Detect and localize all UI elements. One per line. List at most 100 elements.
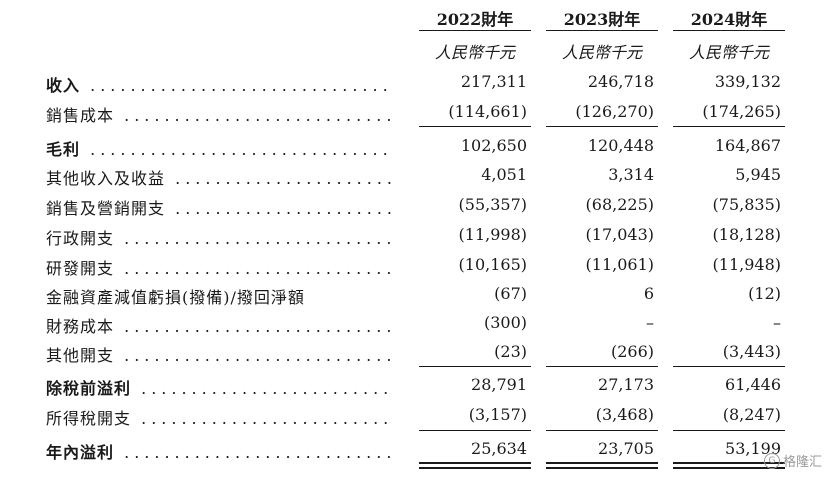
leader-dots: ....................................... — [90, 76, 391, 95]
table-row: 除稅前溢利 ..................................… — [0, 375, 830, 401]
value-2022: 28,791 — [471, 375, 527, 394]
table-row: 研發開支 ...................................… — [0, 255, 830, 281]
value-2024: 339,132 — [714, 72, 781, 91]
column-header-2023: 2023財年 — [563, 10, 641, 29]
total-double-rule — [673, 467, 785, 469]
row-label: 銷售及營銷開支 — [46, 199, 166, 218]
value-2023: (126,270) — [575, 102, 654, 121]
value-2023: (11,061) — [585, 255, 654, 274]
value-2023: (266) — [610, 342, 654, 361]
leader-dots: ....................................... — [175, 169, 391, 188]
leader-dots: ....................................... — [124, 346, 391, 365]
value-2022: (114,661) — [448, 102, 527, 121]
value-2023: 27,173 — [598, 375, 654, 394]
row-label: 所得稅開支 — [46, 409, 132, 428]
value-2024: 164,867 — [714, 136, 781, 155]
table-row: 銷售成本 ...................................… — [0, 102, 830, 128]
column-unit-2023: 人民幣千元 — [561, 43, 642, 62]
value-2024: 61,446 — [725, 375, 781, 394]
table-row: 所得稅開支 ..................................… — [0, 405, 830, 431]
subtotal-rule — [546, 430, 658, 431]
total-double-rule — [546, 467, 658, 469]
value-2023: 120,448 — [587, 136, 654, 155]
leader-dots: ....................................... — [141, 409, 391, 428]
table-row: 行政開支 ...................................… — [0, 225, 830, 251]
value-2024: (75,835) — [712, 195, 781, 214]
value-2022: 25,634 — [471, 439, 527, 458]
row-label: 其他開支 — [46, 346, 115, 365]
table-row: 其他收入及收益 ................................… — [0, 165, 830, 191]
value-2023: 23,705 — [598, 439, 654, 458]
column-header-2024: 2024財年 — [690, 10, 768, 29]
value-2024: (174,265) — [702, 102, 781, 121]
value-2023: 246,718 — [587, 72, 654, 91]
value-2022: (67) — [494, 284, 527, 303]
value-2024: (12) — [748, 284, 781, 303]
value-2023: 3,314 — [608, 165, 654, 184]
value-2024: (8,247) — [722, 405, 781, 424]
table-row: 銷售及營銷開支 ................................… — [0, 195, 830, 221]
value-2023: (17,043) — [585, 225, 654, 244]
subtotal-rule — [546, 126, 658, 127]
subtotal-rule — [673, 430, 785, 431]
row-label: 年內溢利 — [46, 443, 115, 462]
row-label: 金融資產減值虧損(撥備)/撥回淨額 — [46, 288, 305, 307]
leader-dots: ....................................... — [90, 140, 391, 159]
value-2022: 102,650 — [460, 136, 527, 155]
row-label: 財務成本 — [46, 317, 115, 336]
value-2022: (3,157) — [468, 405, 527, 424]
total-double-rule — [546, 462, 658, 464]
value-2024: (3,443) — [722, 342, 781, 361]
table-row: 收入 .....................................… — [0, 72, 830, 98]
value-2024: 5,945 — [735, 165, 781, 184]
leader-dots: ....................................... — [124, 259, 391, 278]
row-label: 其他收入及收益 — [46, 169, 166, 188]
subtotal-rule — [673, 366, 785, 367]
value-2022: (11,998) — [458, 225, 527, 244]
value-2022: (23) — [494, 342, 527, 361]
watermark: G 格隆汇 — [763, 451, 822, 470]
column-header-2022: 2022財年 — [436, 10, 514, 29]
value-2024: (11,948) — [712, 255, 781, 274]
total-double-rule — [673, 462, 785, 464]
table-row: 年內溢利 ...................................… — [0, 439, 830, 465]
value-2022: 4,051 — [481, 165, 527, 184]
gelonghui-logo-icon: G — [763, 452, 780, 469]
watermark-text: 格隆汇 — [782, 455, 822, 470]
header-rule — [546, 30, 658, 31]
leader-dots: ....................................... — [175, 199, 391, 218]
table-row: 金融資產減值虧損(撥備)/撥回淨額 (67) 6 (12) — [0, 284, 830, 310]
value-2022: (10,165) — [458, 255, 527, 274]
subtotal-rule — [419, 366, 531, 367]
total-double-rule — [419, 462, 531, 464]
value-2022: 217,311 — [460, 72, 527, 91]
column-unit-2024: 人民幣千元 — [688, 43, 769, 62]
subtotal-rule — [419, 430, 531, 431]
header-rule — [419, 30, 531, 31]
table-row: 其他開支 ...................................… — [0, 342, 830, 368]
table-row: 財務成本 ...................................… — [0, 313, 830, 339]
header-rule — [673, 30, 785, 31]
leader-dots: ....................................... — [124, 317, 391, 336]
column-unit-2022: 人民幣千元 — [434, 43, 515, 62]
total-double-rule — [419, 467, 531, 469]
value-2023: – — [646, 313, 654, 332]
value-2024: – — [773, 313, 781, 332]
value-2023: (3,468) — [595, 405, 654, 424]
leader-dots: ....................................... — [124, 443, 391, 462]
table-row: 毛利 .....................................… — [0, 136, 830, 162]
row-label: 收入 — [46, 76, 81, 95]
subtotal-rule — [673, 126, 785, 127]
row-label: 銷售成本 — [46, 106, 115, 125]
value-2023: 6 — [643, 284, 654, 303]
subtotal-rule — [419, 126, 531, 127]
value-2022: (55,357) — [458, 195, 527, 214]
leader-dots: ....................................... — [124, 229, 391, 248]
row-label: 毛利 — [46, 140, 81, 159]
subtotal-rule — [546, 366, 658, 367]
value-2023: (68,225) — [585, 195, 654, 214]
row-label: 研發開支 — [46, 259, 115, 278]
value-2024: (18,128) — [712, 225, 781, 244]
row-label: 行政開支 — [46, 229, 115, 248]
